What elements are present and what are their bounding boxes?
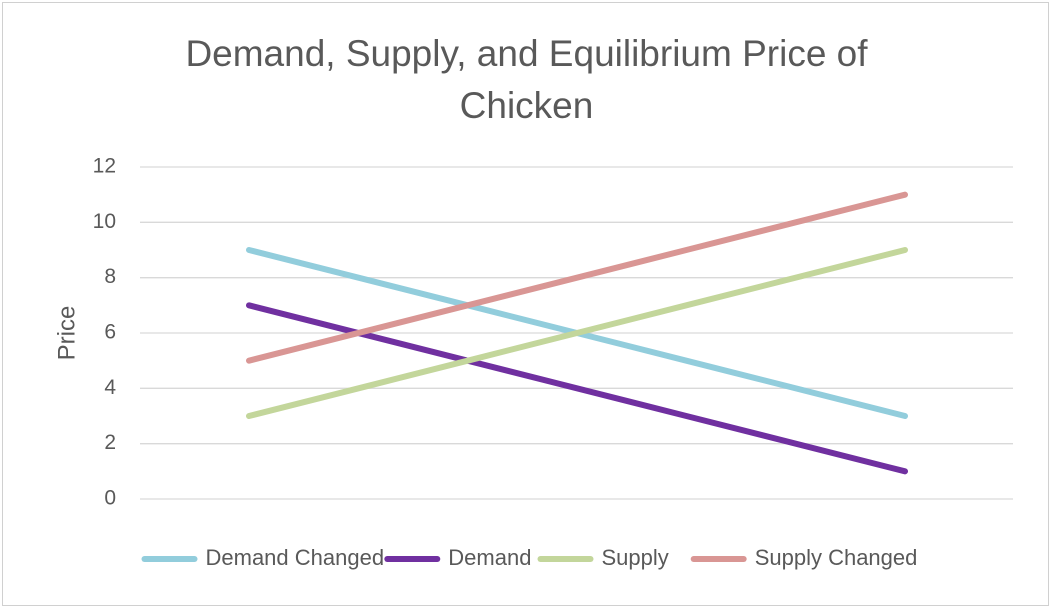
- chart-title: Demand, Supply, and Equilibrium Price of…: [185, 33, 868, 126]
- y-axis-ticks: 0 2 4 6 8 10 12: [93, 155, 117, 510]
- y-tick-label: 12: [93, 155, 116, 178]
- y-tick-label: 0: [104, 487, 116, 510]
- y-tick-label: 8: [104, 265, 116, 288]
- y-tick-label: 6: [104, 321, 116, 344]
- legend-label: Demand: [448, 545, 531, 570]
- legend: Demand Changed Demand Supply Supply Changed: [141, 545, 918, 570]
- series-line-supply-changed: [246, 191, 908, 364]
- series-lines: [246, 191, 908, 475]
- series-line-supply: [246, 247, 908, 419]
- y-tick-label: 10: [93, 210, 116, 233]
- legend-label: Supply Changed: [755, 545, 918, 570]
- y-axis-label: Price: [53, 306, 80, 361]
- y-tick-label: 2: [104, 431, 116, 454]
- legend-label: Supply: [602, 545, 669, 570]
- y-tick-label: 4: [104, 376, 116, 399]
- legend-label: Demand Changed: [206, 545, 385, 570]
